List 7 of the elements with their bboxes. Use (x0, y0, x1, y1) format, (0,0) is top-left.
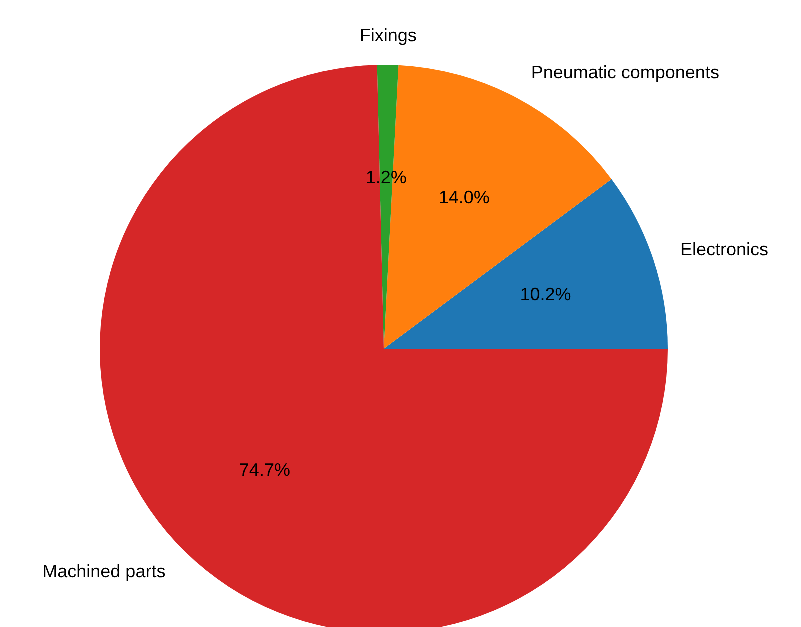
data-label: 14.0% (438, 188, 490, 208)
slice-label: Machined parts (42, 561, 166, 582)
slice-label: Fixings (360, 26, 417, 46)
data-label: 74.7% (239, 460, 290, 480)
slice-label: Electronics (680, 240, 769, 260)
data-label: 10.2% (520, 284, 572, 304)
slice-label: Pneumatic components (531, 62, 720, 83)
